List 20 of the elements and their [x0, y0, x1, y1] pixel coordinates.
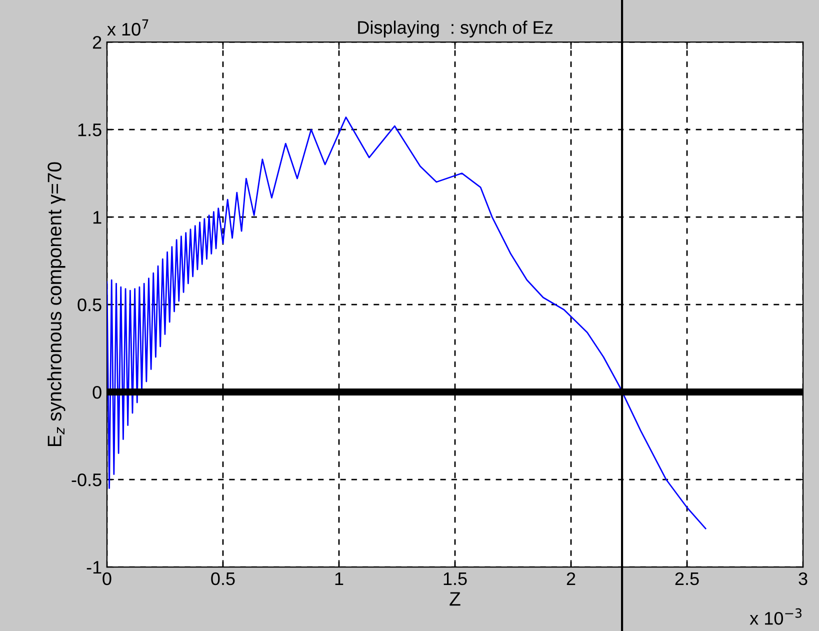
y-tick-label: 2	[92, 36, 102, 49]
x-tick-label: 0	[102, 572, 112, 586]
x-tick-label: 1.5	[444, 572, 467, 586]
y-axis-title: E$_{z}$ synchronous component γ=70	[47, 162, 66, 446]
y-tick-label: -1	[86, 561, 102, 574]
x-axis-title: Z	[450, 592, 460, 606]
text: x 10$^{7}$	[107, 19, 148, 36]
y-tick-label: 0.5	[78, 298, 102, 312]
line-series	[106, 116, 706, 530]
x-tick-label: 2.5	[675, 572, 699, 586]
x-tick-label: 0.5	[211, 572, 235, 586]
chart-title: Displaying : synch of Ez	[358, 20, 552, 38]
y-tick-label: -0.5	[72, 473, 102, 486]
text: x 10$^{−3}$	[750, 608, 802, 625]
x-tick-label: 3	[798, 572, 808, 586]
y-tick-label: 0	[92, 386, 102, 399]
x-tick-label: 2	[566, 572, 576, 585]
x-tick-label: 1	[335, 572, 344, 585]
y-tick-label: 1	[93, 211, 102, 224]
y-tick-label: 1.5	[78, 124, 102, 136]
